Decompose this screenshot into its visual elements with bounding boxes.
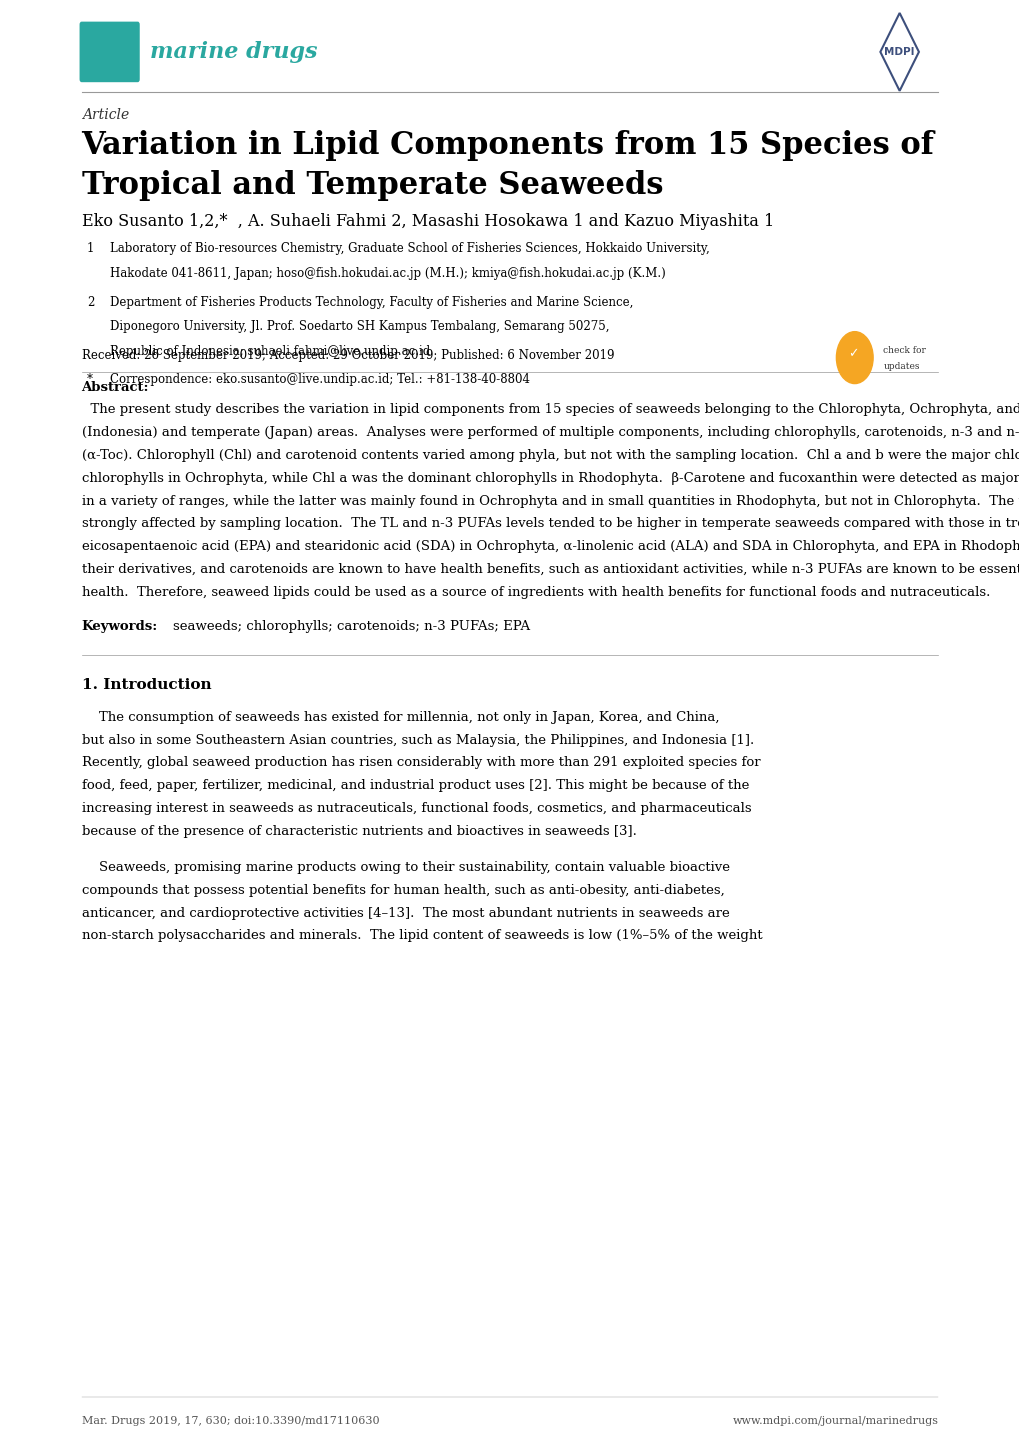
Text: updates: updates bbox=[882, 362, 919, 371]
Text: because of the presence of characteristic nutrients and bioactives in seaweeds [: because of the presence of characteristi… bbox=[82, 825, 636, 838]
Text: Laboratory of Bio-resources Chemistry, Graduate School of Fisheries Sciences, Ho: Laboratory of Bio-resources Chemistry, G… bbox=[110, 242, 709, 255]
Text: The present study describes the variation in lipid components from 15 species of: The present study describes the variatio… bbox=[82, 404, 1019, 417]
Text: compounds that possess potential benefits for human health, such as anti-obesity: compounds that possess potential benefit… bbox=[82, 884, 723, 897]
Text: (α-Toc). Chlorophyll (Chl) and carotenoid contents varied among phyla, but not w: (α-Toc). Chlorophyll (Chl) and carotenoi… bbox=[82, 448, 1019, 461]
Text: Diponegoro University, Jl. Prof. Soedarto SH Kampus Tembalang, Semarang 50275,: Diponegoro University, Jl. Prof. Soedart… bbox=[110, 320, 609, 333]
FancyBboxPatch shape bbox=[79, 22, 140, 82]
Text: Keywords:: Keywords: bbox=[82, 620, 158, 633]
Text: 1. Introduction: 1. Introduction bbox=[82, 678, 211, 692]
Text: Tropical and Temperate Seaweeds: Tropical and Temperate Seaweeds bbox=[82, 170, 662, 200]
Text: eicosapentaenoic acid (EPA) and stearidonic acid (SDA) in Ochrophyta, α-linoleni: eicosapentaenoic acid (EPA) and stearido… bbox=[82, 541, 1019, 554]
Text: Mar. Drugs 2019, 17, 630; doi:10.3390/md17110630: Mar. Drugs 2019, 17, 630; doi:10.3390/md… bbox=[82, 1416, 379, 1426]
Text: (Indonesia) and temperate (Japan) areas.  Analyses were performed of multiple co: (Indonesia) and temperate (Japan) areas.… bbox=[82, 427, 1019, 440]
Text: strongly affected by sampling location.  The TL and n-3 PUFAs levels tended to b: strongly affected by sampling location. … bbox=[82, 518, 1019, 531]
Text: www.mdpi.com/journal/marinedrugs: www.mdpi.com/journal/marinedrugs bbox=[732, 1416, 937, 1426]
Text: 1: 1 bbox=[87, 242, 94, 255]
Text: Department of Fisheries Products Technology, Faculty of Fisheries and Marine Sci: Department of Fisheries Products Technol… bbox=[110, 296, 633, 309]
Text: food, feed, paper, fertilizer, medicinal, and industrial product uses [2]. This : food, feed, paper, fertilizer, medicinal… bbox=[82, 779, 748, 792]
Circle shape bbox=[836, 332, 872, 384]
Text: 2: 2 bbox=[87, 296, 94, 309]
Text: Hakodate 041-8611, Japan; hoso@fish.hokudai.ac.jp (M.H.); kmiya@fish.hokudai.ac.: Hakodate 041-8611, Japan; hoso@fish.hoku… bbox=[110, 267, 665, 280]
Text: Republic of Indonesia; suhaeli.fahmi@live.undip.ac.id: Republic of Indonesia; suhaeli.fahmi@liv… bbox=[110, 345, 430, 358]
Text: anticancer, and cardioprotective activities [4–13].  The most abundant nutrients: anticancer, and cardioprotective activit… bbox=[82, 907, 729, 920]
Text: chlorophylls in Ochrophyta, while Chl a was the dominant chlorophylls in Rhodoph: chlorophylls in Ochrophyta, while Chl a … bbox=[82, 472, 1019, 485]
Text: in a variety of ranges, while the latter was mainly found in Ochrophyta and in s: in a variety of ranges, while the latter… bbox=[82, 495, 1019, 508]
Text: The consumption of seaweeds has existed for millennia, not only in Japan, Korea,: The consumption of seaweeds has existed … bbox=[82, 711, 718, 724]
Text: Abstract:: Abstract: bbox=[82, 381, 149, 394]
Text: MDPI: MDPI bbox=[883, 48, 914, 56]
Text: health.  Therefore, seaweed lipids could be used as a source of ingredients with: health. Therefore, seaweed lipids could … bbox=[82, 585, 989, 598]
Text: Seaweeds, promising marine products owing to their sustainability, contain valua: Seaweeds, promising marine products owin… bbox=[82, 861, 729, 874]
Text: Received: 26 September 2019; Accepted: 29 October 2019; Published: 6 November 20: Received: 26 September 2019; Accepted: 2… bbox=[82, 349, 613, 362]
Text: marine drugs: marine drugs bbox=[150, 40, 317, 63]
Text: their derivatives, and carotenoids are known to have health benefits, such as an: their derivatives, and carotenoids are k… bbox=[82, 562, 1019, 575]
Text: increasing interest in seaweeds as nutraceuticals, functional foods, cosmetics, : increasing interest in seaweeds as nutra… bbox=[82, 802, 750, 815]
Text: ✓: ✓ bbox=[848, 346, 858, 360]
Text: Recently, global seaweed production has risen considerably with more than 291 ex: Recently, global seaweed production has … bbox=[82, 757, 759, 770]
Text: *: * bbox=[87, 373, 93, 386]
Text: Variation in Lipid Components from 15 Species of: Variation in Lipid Components from 15 Sp… bbox=[82, 130, 933, 160]
Text: Article: Article bbox=[82, 108, 128, 123]
Text: but also in some Southeastern Asian countries, such as Malaysia, the Philippines: but also in some Southeastern Asian coun… bbox=[82, 734, 753, 747]
Text: check for: check for bbox=[882, 346, 925, 355]
Text: Eko Susanto 1,2,*  , A. Suhaeli Fahmi 2, Masashi Hosokawa 1 and Kazuo Miyashita : Eko Susanto 1,2,* , A. Suhaeli Fahmi 2, … bbox=[82, 213, 773, 231]
Text: seaweeds; chlorophylls; carotenoids; n-3 PUFAs; EPA: seaweeds; chlorophylls; carotenoids; n-3… bbox=[173, 620, 530, 633]
Text: non-starch polysaccharides and minerals.  The lipid content of seaweeds is low (: non-starch polysaccharides and minerals.… bbox=[82, 930, 761, 943]
Text: Correspondence: eko.susanto@live.undip.ac.id; Tel.: +81-138-40-8804: Correspondence: eko.susanto@live.undip.a… bbox=[110, 373, 530, 386]
